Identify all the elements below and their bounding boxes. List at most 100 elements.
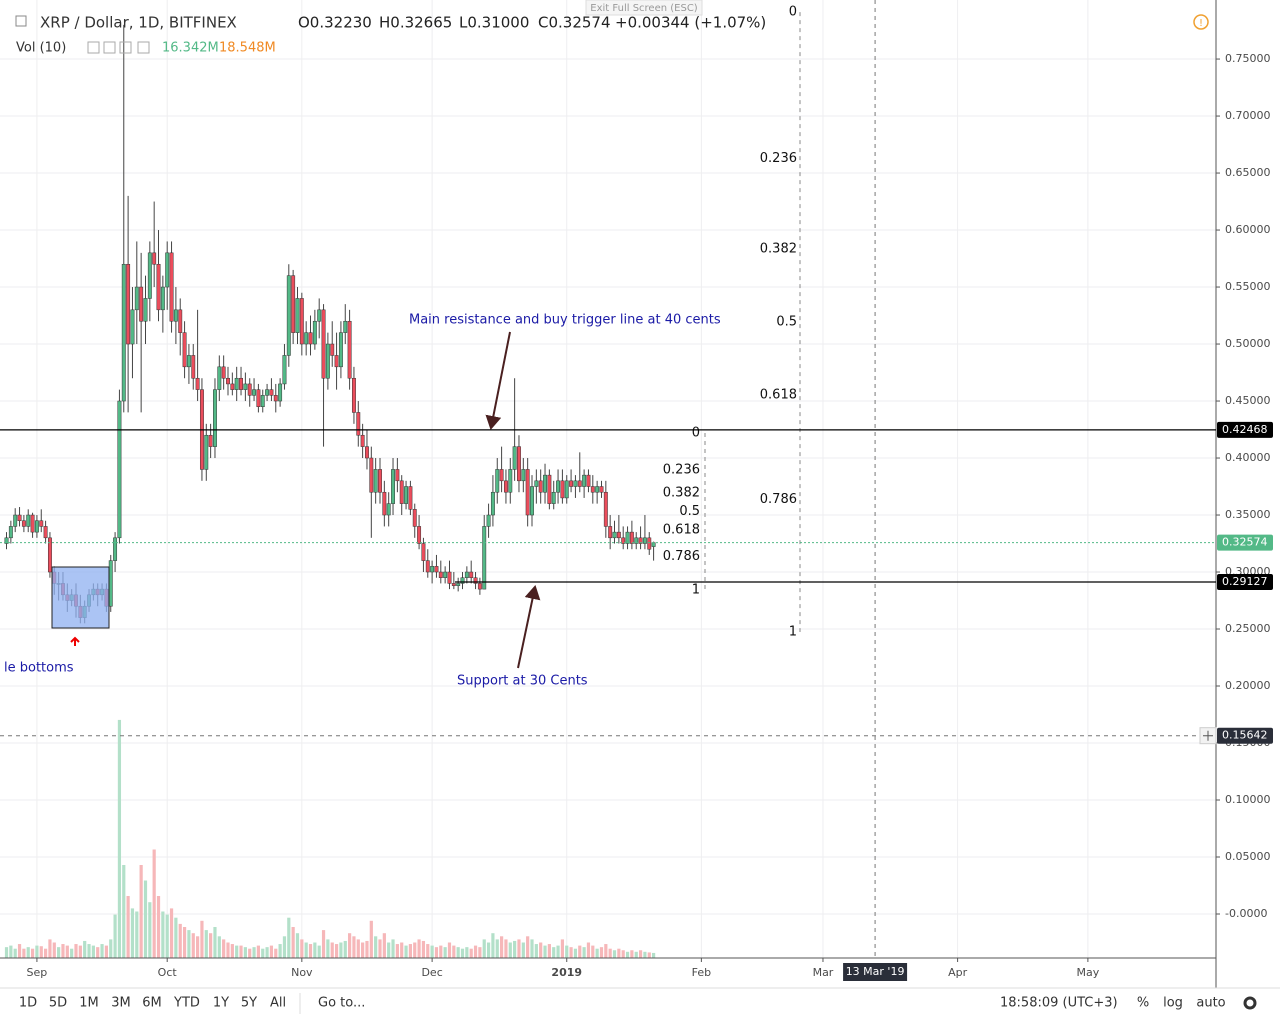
exit-fullscreen[interactable] [585, 0, 703, 16]
x-tick-label: May [1077, 966, 1100, 979]
range-button[interactable]: 3M [111, 996, 131, 1011]
volume-bar [191, 933, 195, 958]
crosshair-price-box [1217, 727, 1273, 744]
candle-body [39, 520, 44, 527]
candle-body [395, 469, 400, 482]
volume-bar [334, 944, 339, 958]
exit-fullscreen-label[interactable]: Exit Full Screen (ESC) [590, 3, 698, 14]
volume-bar [83, 940, 87, 958]
volume-bar [382, 933, 386, 958]
volume-bar [565, 945, 569, 958]
toolbar: 1D 5D 1M 3M 6M YTD 1Y 5Y All Go to... 18… [19, 993, 1257, 1014]
candle-body [503, 480, 508, 493]
volume-bar [378, 939, 382, 958]
volume-bar [647, 952, 651, 958]
candle-body [256, 389, 261, 407]
alert-icon[interactable]: ! [1199, 18, 1203, 29]
volume-bar [473, 945, 478, 958]
alert-icon[interactable] [1193, 14, 1209, 30]
highlight-box [51, 566, 110, 629]
candle-body [121, 263, 126, 402]
goto-button[interactable]: Go to... [318, 996, 365, 1011]
range-button[interactable]: 5Y [241, 996, 257, 1011]
volume-bar [578, 945, 582, 958]
volume-bar [573, 948, 578, 958]
volume-bar [156, 896, 161, 958]
candle-body [451, 583, 456, 586]
volume-bar [439, 945, 443, 958]
volume-bar [230, 944, 234, 958]
candle-body [577, 480, 582, 487]
volume-bar [74, 944, 78, 958]
candle-body [239, 377, 243, 390]
y-tick-label: 0.65000 [1225, 166, 1271, 179]
volume-bar [586, 942, 591, 958]
study-icons[interactable] [87, 41, 150, 54]
chart-title[interactable]: XRP / Dollar, 1D, BITFINEX [40, 14, 237, 32]
volume-bar [343, 940, 347, 958]
volume-bar [139, 865, 143, 958]
range-button[interactable]: 1M [79, 996, 99, 1011]
volume-bar [26, 947, 30, 958]
volume-bar [417, 939, 421, 958]
candle-body [412, 509, 417, 527]
range-button[interactable]: 1Y [213, 996, 229, 1011]
fib-label: 0 [789, 5, 797, 20]
volume-bar [408, 944, 412, 958]
volume-bar [478, 947, 482, 958]
volume-bar [460, 948, 465, 958]
percent-toggle[interactable]: % [1137, 996, 1149, 1011]
volume-bar [226, 942, 230, 958]
volume-ma-value: 18.548M [219, 41, 276, 56]
candle-body [417, 526, 422, 544]
volume-bar [361, 942, 365, 958]
range-button[interactable]: YTD [173, 996, 200, 1011]
volume-bar [117, 719, 122, 958]
range-button[interactable]: All [270, 996, 286, 1011]
collapse-icon[interactable] [15, 15, 27, 27]
candle-body [213, 389, 217, 447]
candle-body [473, 577, 478, 584]
volume-bar [57, 947, 61, 958]
volume-value: 16.342M [162, 41, 219, 56]
candle-body [425, 560, 430, 573]
volume-bar [169, 908, 174, 958]
candle-body [399, 480, 404, 504]
candle-body [304, 332, 309, 345]
candle-body [482, 526, 487, 590]
volume-bar [395, 944, 399, 958]
volume-bar [599, 947, 604, 958]
volume-bar [591, 945, 595, 958]
x-tick-label: Mar [813, 966, 834, 979]
range-button[interactable]: 1D [19, 996, 37, 1011]
fib-label: 0.5 [776, 315, 797, 330]
auto-toggle[interactable]: auto [1196, 996, 1225, 1011]
candle-body [616, 531, 621, 539]
volume-bar [91, 945, 95, 958]
range-button[interactable]: 5D [49, 996, 67, 1011]
volume-bar [486, 942, 491, 958]
candle-body [430, 566, 435, 573]
volume-bar [374, 936, 378, 958]
candle-body [391, 469, 395, 504]
log-toggle[interactable]: log [1163, 996, 1183, 1011]
settings-icon[interactable] [1243, 996, 1257, 1010]
crosshair-price: 0.15642 [1222, 729, 1268, 742]
volume-label[interactable]: Vol (10) [16, 41, 66, 56]
candle-body [165, 252, 170, 288]
volume-bar [430, 945, 434, 958]
candle-body [373, 469, 378, 493]
candle-body [517, 446, 521, 482]
candle-body [21, 520, 26, 527]
volume-bar [482, 939, 486, 958]
volume-bar [17, 944, 22, 958]
range-button[interactable]: 6M [142, 996, 162, 1011]
fib-label: 1 [692, 583, 700, 598]
fib-label: 0.382 [760, 241, 797, 256]
volume-bar [491, 933, 495, 958]
volume-bar [447, 942, 452, 958]
volume-bar [4, 947, 9, 958]
candle-body [30, 514, 35, 533]
candle-body [343, 320, 348, 333]
volume-bar [143, 880, 148, 958]
